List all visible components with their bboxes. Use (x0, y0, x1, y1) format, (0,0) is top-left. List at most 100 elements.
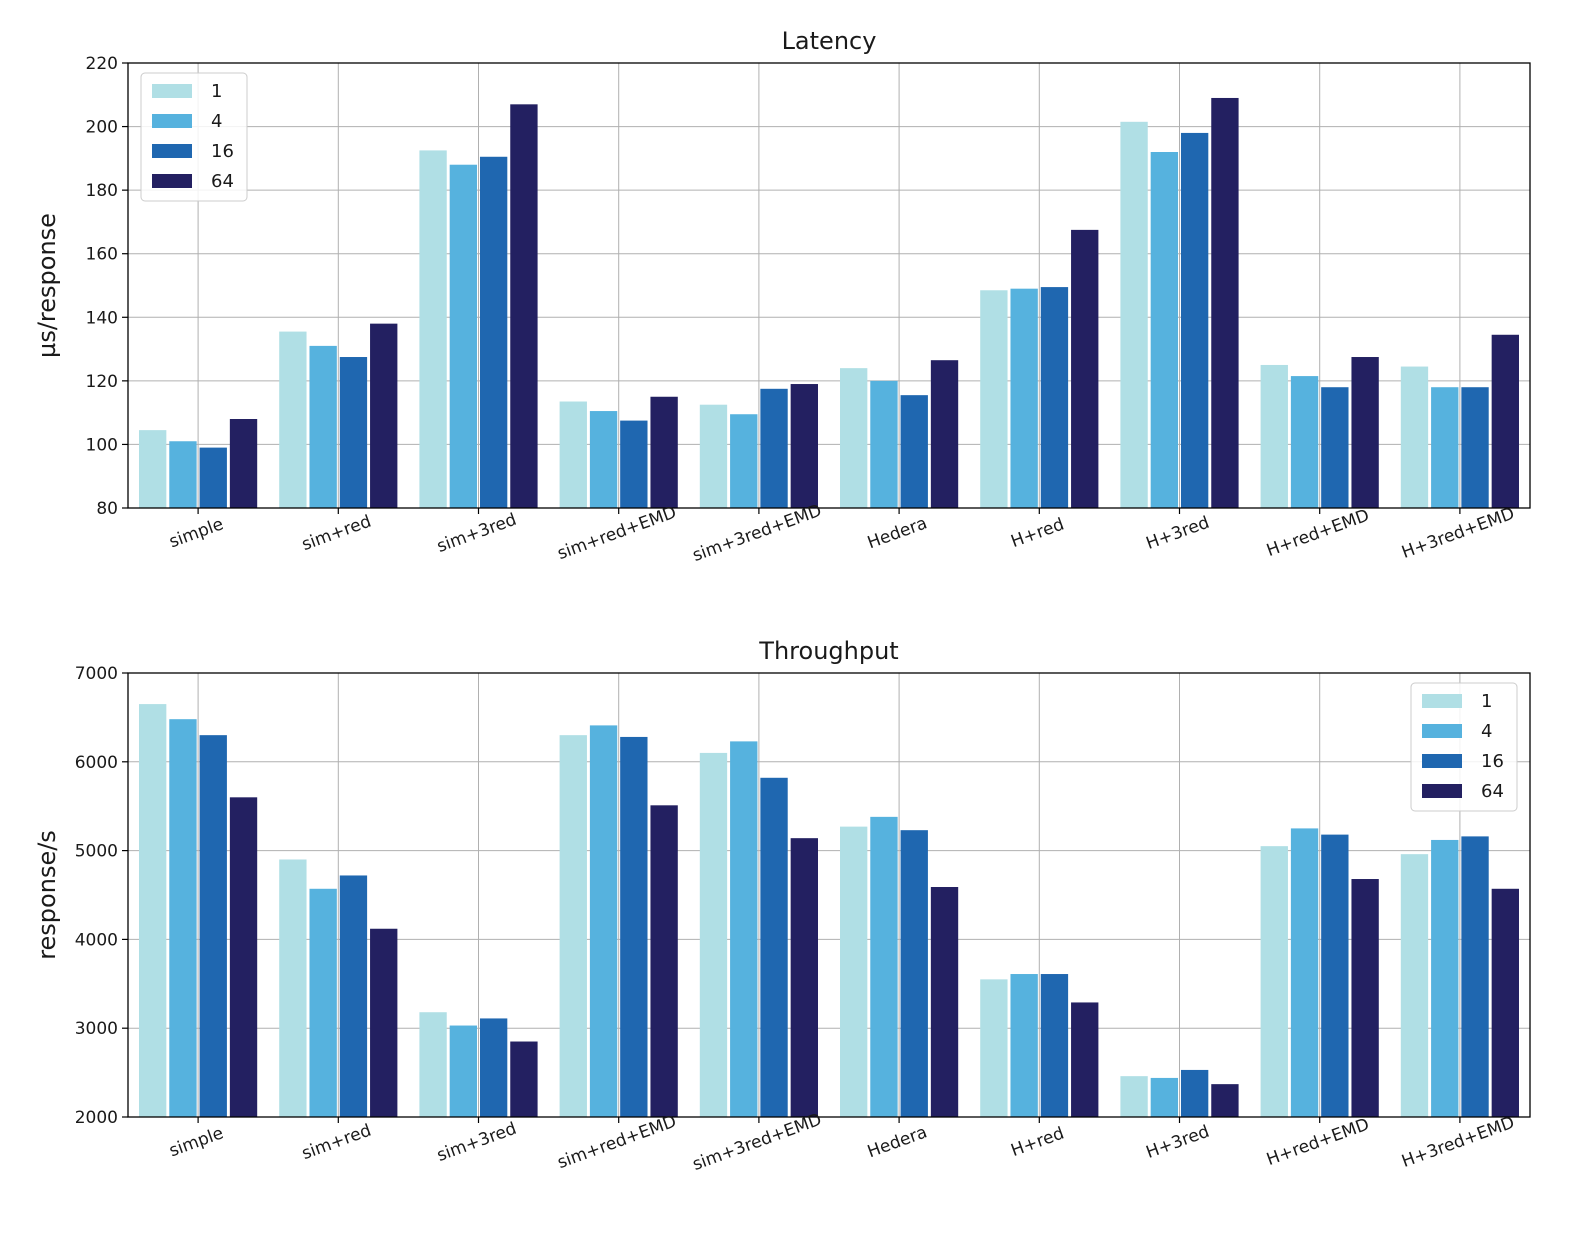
bar-sim-3red-emd-series-64 (790, 384, 818, 508)
x-tick-label: H+3red+EMD (1399, 1113, 1517, 1172)
legend-label-4: 4 (211, 111, 222, 132)
bar-h-3red-series-16 (1180, 1069, 1209, 1117)
legend-swatch-64 (1422, 784, 1462, 798)
x-tick-label: sim+3red+EMD (690, 501, 824, 566)
legend-swatch-1 (152, 84, 192, 98)
bar-sim-red-series-16 (339, 875, 368, 1117)
chart-title: Latency (782, 27, 877, 55)
bar-sim-red-series-64 (370, 323, 398, 508)
legend: 1 4 16 64 (1410, 682, 1518, 812)
bar-sim-3red-series-64 (510, 1041, 538, 1117)
x-tick-label: sim+3red+EMD (690, 1110, 824, 1175)
y-tick-label: 160 (86, 245, 118, 265)
legend-swatch-1 (1422, 694, 1462, 708)
bar-sim-3red-emd-series-16 (760, 777, 788, 1117)
y-tick-label: 80 (96, 499, 118, 519)
bar-simple-series-4 (169, 719, 197, 1117)
x-tick-label: H+red (1008, 515, 1066, 553)
bars (139, 97, 1519, 509)
bar-h-3red-emd-series-4 (1431, 387, 1459, 508)
bar-hedera-series-64 (930, 360, 959, 508)
bar-sim-red-series-16 (339, 357, 368, 508)
latency-chart: 80 100 120 140 160 180 200 220 simple sim+red sim+… (33, 27, 1531, 566)
x-tick-label: H+red+EMD (1264, 505, 1372, 561)
x-tick-label: H+3red (1143, 513, 1212, 554)
bar-hedera-series-64 (930, 887, 959, 1117)
x-tick-label: sim+red (299, 1121, 374, 1165)
y-axis-label: response/s (33, 830, 61, 960)
legend-label-64: 64 (211, 171, 234, 192)
bar-h-3red-series-64 (1211, 97, 1239, 508)
bar-sim-3red-series-16 (479, 156, 508, 508)
y-axis: 80 100 120 140 160 180 200 220 (86, 54, 128, 519)
y-tick-label: 220 (86, 54, 118, 74)
bar-hedera-series-4 (870, 816, 898, 1117)
bars (139, 704, 1519, 1117)
bar-simple-series-4 (169, 441, 197, 508)
y-tick-label: 4000 (75, 930, 118, 950)
bar-simple-series-1 (139, 430, 167, 508)
y-tick-label: 100 (86, 435, 118, 455)
bar-sim-3red-series-16 (479, 1018, 508, 1117)
bar-h-red-emd-series-4 (1290, 828, 1319, 1117)
bar-sim-3red-emd-series-64 (790, 838, 818, 1117)
x-tick-label: Hedera (865, 513, 930, 553)
bar-simple-series-64 (229, 419, 258, 508)
y-tick-label: 5000 (75, 842, 118, 862)
y-axis: 2000 3000 4000 5000 6000 7000 (75, 664, 128, 1128)
y-axis-label: µs/response (33, 213, 61, 358)
x-tick-label: H+3red (1143, 1122, 1212, 1163)
bar-h-3red-emd-series-16 (1461, 836, 1489, 1117)
bar-simple-series-16 (199, 447, 227, 508)
bar-hedera-series-1 (840, 826, 868, 1117)
bar-sim-red-series-4 (309, 345, 337, 508)
grid (128, 672, 1530, 1118)
bar-sim-red-series-1 (279, 859, 307, 1117)
bar-h-red-emd-series-64 (1351, 879, 1379, 1117)
legend-box (140, 72, 248, 202)
legend-label-16: 16 (1481, 751, 1504, 772)
bar-sim-red-emd-series-4 (589, 725, 618, 1117)
bar-sim-red-emd-series-4 (589, 411, 618, 508)
bar-sim-red-emd-series-64 (650, 805, 678, 1117)
bar-h-3red-series-1 (1120, 121, 1148, 508)
bar-sim-3red-emd-series-4 (730, 741, 758, 1117)
y-tick-label: 6000 (75, 753, 118, 773)
bar-h-3red-series-4 (1150, 1077, 1179, 1117)
x-axis: simple sim+red sim+3red sim+red+EMD sim+3red… (167, 1110, 1518, 1175)
bar-h-red-series-64 (1071, 1002, 1099, 1117)
bar-h-red-emd-series-16 (1321, 387, 1349, 508)
bar-h-red-emd-series-4 (1290, 376, 1319, 508)
bar-hedera-series-16 (900, 830, 928, 1117)
x-tick-label: sim+red+EMD (555, 1112, 679, 1174)
y-tick-label: 140 (86, 308, 118, 328)
bar-hedera-series-1 (840, 368, 868, 508)
legend-swatch-16 (1422, 754, 1462, 768)
y-tick-label: 2000 (75, 1108, 118, 1128)
x-tick-label: sim+red (299, 512, 374, 556)
x-tick-label: simple (167, 1123, 227, 1161)
bar-hedera-series-4 (870, 380, 898, 508)
bar-h-red-series-16 (1040, 974, 1069, 1117)
bar-sim-red-series-4 (309, 888, 337, 1117)
x-tick-label: simple (167, 514, 227, 552)
legend-swatch-4 (1422, 724, 1462, 738)
bar-simple-series-16 (199, 735, 227, 1117)
legend-box (1410, 682, 1518, 812)
chart-title: Throughput (758, 637, 898, 665)
bar-h-3red-emd-series-4 (1431, 839, 1459, 1117)
bar-h-3red-emd-series-64 (1491, 888, 1519, 1117)
x-tick-label: sim+3red (434, 1119, 519, 1166)
bar-sim-red-series-1 (279, 331, 307, 508)
bar-h-red-series-64 (1071, 229, 1099, 508)
bar-h-3red-emd-series-1 (1400, 854, 1429, 1117)
bar-h-3red-series-16 (1180, 132, 1209, 508)
plot-frame (127, 672, 1531, 1118)
bar-h-3red-series-4 (1150, 152, 1179, 508)
y-tick-label: 3000 (75, 1019, 118, 1039)
bar-sim-red-emd-series-16 (620, 736, 648, 1117)
bar-h-red-emd-series-1 (1260, 364, 1288, 508)
